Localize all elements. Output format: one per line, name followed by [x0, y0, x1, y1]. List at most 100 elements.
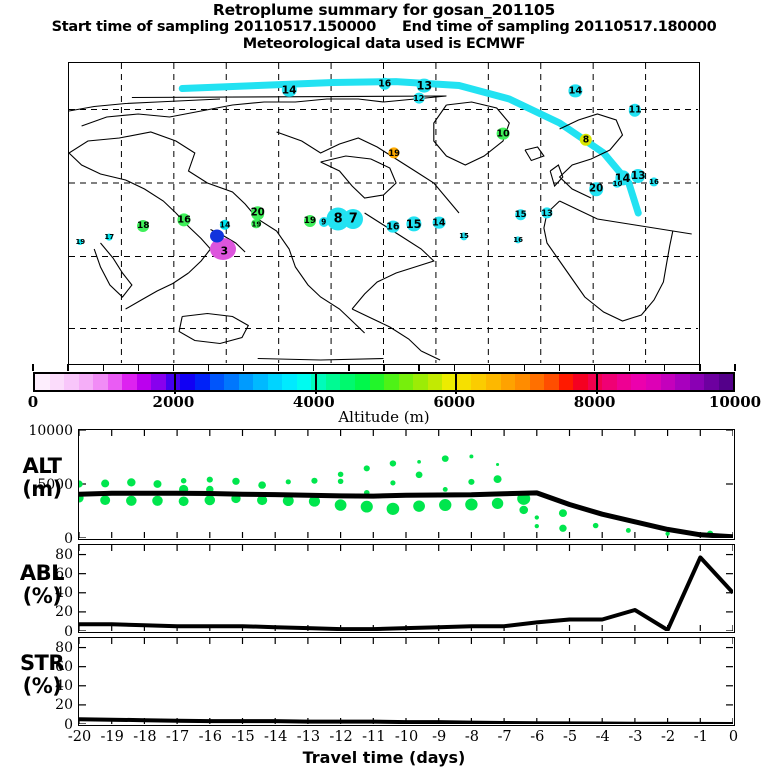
coastline [543, 200, 674, 322]
map-blob-label: 9 [321, 217, 327, 227]
map-blob-label: 10 [496, 128, 510, 139]
colorbar-tick [313, 364, 315, 371]
colorbar-cell [151, 374, 166, 390]
alt-scatter-point [413, 500, 425, 512]
map-blob-label: 14 [432, 217, 446, 229]
colorbar-cell [311, 374, 326, 390]
alt-scatter-point [415, 471, 423, 479]
colorbar-cell [573, 374, 588, 390]
coastline [351, 308, 422, 352]
alt-scatter-point [204, 495, 216, 506]
y-tick-label: 20 [55, 697, 73, 714]
colorbar-tick [664, 364, 666, 371]
alt-scatter-point [465, 498, 478, 511]
map-blob-label: 13 [630, 170, 646, 183]
str-axis-label: STR (%) [19, 651, 65, 698]
map-blob-label: 18 [136, 220, 150, 231]
x-tick-label: -13 [296, 729, 321, 745]
colorbar-title: Altitude (m) [338, 408, 430, 426]
alt-scatter-point [101, 479, 110, 488]
colorbar-cell [165, 374, 181, 390]
colorbar-cell [384, 374, 399, 390]
alt-scatter-point [308, 495, 321, 507]
alt-scatter-point [152, 495, 163, 506]
y-tick-label: 40 [55, 678, 73, 695]
str-chart-panel[interactable] [78, 637, 735, 726]
alt-scatter-point [127, 478, 136, 487]
colorbar-tick [242, 364, 245, 371]
colorbar-tick-label: 2000 [152, 393, 195, 411]
colorbar-cell [631, 374, 646, 390]
map-altitude-blob [413, 92, 425, 104]
abl-chart-panel[interactable] [78, 544, 735, 633]
map-blob-label: 14 [219, 220, 231, 230]
colorbar-cell [340, 374, 356, 390]
map-altitude-blob [388, 147, 400, 159]
colorbar-tick [699, 364, 701, 371]
x-axis-title: Travel time (days) [302, 748, 466, 767]
header-block: Retroplume summary for gosan_201105 Star… [0, 2, 768, 53]
colorbar-cell [675, 374, 690, 390]
map-altitude-blob [378, 77, 391, 91]
alt-scatter-point [441, 455, 449, 462]
alt-scatter-point [100, 495, 111, 505]
map-blob-label: 20 [250, 207, 265, 219]
x-tick-label: -2 [661, 729, 676, 745]
coastline [320, 155, 397, 199]
colorbar-cell [93, 374, 108, 390]
x-tick-label: -19 [100, 729, 124, 745]
map-blob-label: 17 [104, 233, 115, 241]
map-altitude-blob [416, 78, 432, 93]
y-tick-label: 0 [64, 623, 73, 640]
map-blob-label: 15 [514, 209, 527, 220]
y-tick-label: 5000 [37, 476, 73, 493]
map-blob-label: 10 [612, 179, 623, 188]
alt-scatter-point [390, 480, 396, 486]
colorbar-tick [558, 364, 561, 371]
colorbar-cell [64, 374, 79, 390]
map-altitude-blob [460, 232, 468, 240]
map-blob-label: 16 [386, 221, 400, 232]
map-blob-label: 14 [568, 85, 583, 97]
colorbar-cell [413, 374, 428, 390]
colorbar-cell [49, 374, 65, 390]
alt-scatter-point [153, 480, 162, 488]
map-altitude-blob [628, 104, 642, 117]
map-altitude-blob [649, 177, 659, 187]
map-altitude-blob [541, 207, 553, 219]
map-altitude-blob [631, 169, 646, 184]
colorbar-cell [645, 374, 661, 390]
alt-scatter-point [363, 465, 370, 472]
colorbar-cell [704, 374, 719, 390]
colorbar-cell [78, 374, 94, 390]
alt-scatter-point [519, 505, 529, 515]
colorbar-tick-label: 4000 [292, 393, 335, 411]
x-tick-label: -18 [133, 729, 157, 745]
colorbar-tick-label: 8000 [573, 393, 616, 411]
map-blob-label: 16 [513, 236, 523, 244]
y-tick-label: 60 [55, 566, 73, 583]
map-coastlines [69, 63, 698, 363]
alt-scatter-point [126, 495, 137, 506]
colorbar-tick [488, 364, 490, 371]
colorbar-tick-labels: 0 2000 4000 6000 8000 10000 [28, 393, 761, 411]
x-tick-label: -7 [497, 729, 512, 745]
map-altitude-blob [303, 214, 316, 227]
colorbar-cell [282, 374, 297, 390]
map-altitude-blob [579, 133, 593, 146]
colorbar-tick [102, 364, 104, 371]
colorbar-tick [453, 364, 455, 371]
alt-scatter-point [592, 522, 599, 529]
colorbar-cell [253, 374, 268, 390]
colorbar-cell [195, 374, 210, 390]
colorbar-divider [174, 374, 177, 394]
colorbar-tick [593, 364, 596, 371]
map-altitude-blob [386, 220, 400, 233]
colorbar-cell [471, 374, 486, 390]
retroplume-map[interactable]: 19 17 18 16 14 20 19 14 19 9 8 7 16 13 12 19 16 15 14 15 10 1… [68, 62, 700, 365]
coastline [125, 272, 189, 310]
alt-chart-panel[interactable] [78, 429, 735, 540]
x-tick-label: -14 [264, 729, 288, 745]
colorbar-cell [485, 374, 501, 390]
alt-axis-label: ALT (m) [22, 454, 62, 501]
